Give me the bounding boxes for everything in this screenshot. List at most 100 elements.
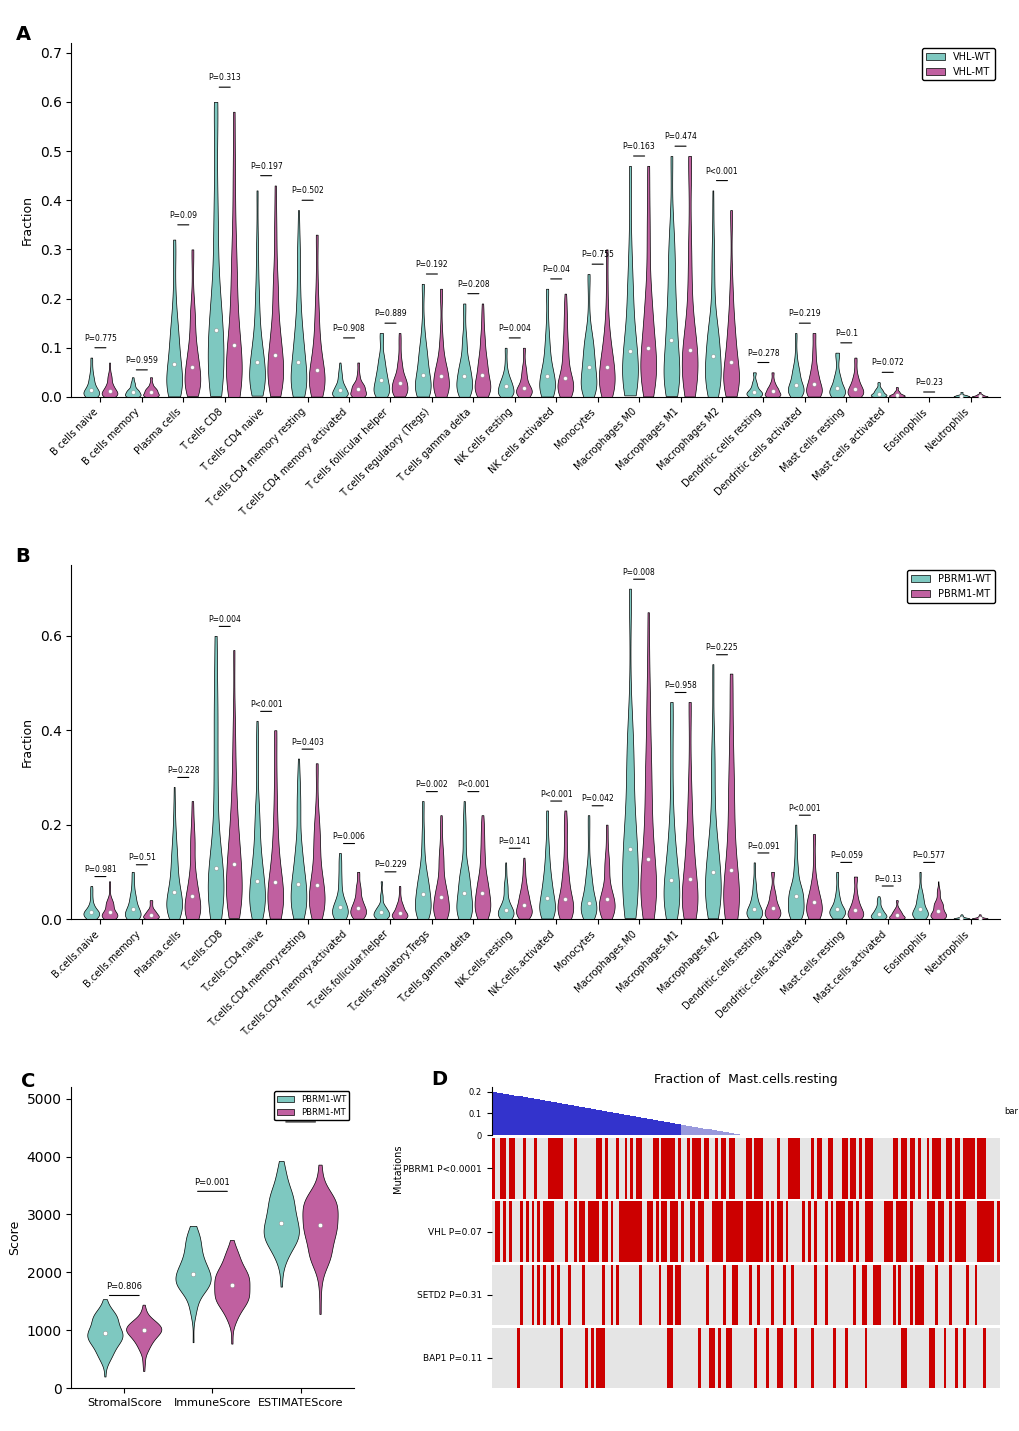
Bar bbox=[584, 1108, 587, 1135]
Bar bbox=[497, 1092, 499, 1135]
Point bbox=[273, 1211, 289, 1234]
Point bbox=[415, 883, 431, 906]
Bar bbox=[678, 1125, 680, 1135]
Bar bbox=[734, 1133, 737, 1135]
Bar bbox=[528, 1098, 531, 1135]
Text: bar: bar bbox=[1003, 1106, 1017, 1116]
Point bbox=[805, 890, 821, 913]
Bar bbox=[649, 1119, 652, 1135]
Bar bbox=[627, 1115, 630, 1135]
Point bbox=[953, 385, 969, 408]
Point bbox=[763, 379, 780, 402]
Bar bbox=[675, 1123, 678, 1135]
Point bbox=[888, 384, 904, 406]
Text: P=0.004: P=0.004 bbox=[498, 323, 531, 333]
Bar bbox=[726, 1132, 728, 1135]
Point bbox=[84, 900, 100, 923]
Bar bbox=[508, 1095, 511, 1135]
Bar bbox=[719, 1132, 722, 1135]
Point bbox=[622, 339, 638, 362]
Text: P=0.1: P=0.1 bbox=[834, 329, 857, 338]
Point bbox=[101, 900, 117, 923]
Text: P=0.502: P=0.502 bbox=[291, 186, 324, 196]
Point bbox=[84, 378, 100, 401]
Bar bbox=[655, 1120, 657, 1135]
Bar bbox=[499, 1093, 502, 1135]
Text: P<0.001: P<0.001 bbox=[539, 790, 572, 798]
Point bbox=[971, 907, 987, 930]
Point bbox=[598, 887, 614, 910]
Point bbox=[497, 375, 514, 398]
Point bbox=[911, 899, 927, 922]
Bar bbox=[708, 1129, 711, 1135]
Text: P=0.313: P=0.313 bbox=[208, 73, 240, 82]
Bar bbox=[728, 1133, 731, 1135]
Point bbox=[350, 896, 366, 919]
Bar bbox=[680, 1125, 683, 1135]
Text: P=0.229: P=0.229 bbox=[374, 860, 407, 870]
Bar bbox=[595, 1110, 598, 1135]
Text: P=0.04: P=0.04 bbox=[542, 265, 570, 273]
Bar bbox=[643, 1118, 646, 1135]
Point bbox=[290, 873, 307, 896]
Bar bbox=[494, 1092, 497, 1135]
Point bbox=[722, 859, 739, 881]
Point bbox=[538, 365, 554, 388]
Bar bbox=[573, 1106, 576, 1135]
Bar bbox=[511, 1095, 514, 1135]
Point bbox=[455, 881, 472, 904]
Point bbox=[432, 886, 448, 909]
Point bbox=[225, 333, 242, 356]
Text: P=0.004: P=0.004 bbox=[208, 615, 240, 624]
Point bbox=[143, 903, 159, 926]
Text: P=0.228: P=0.228 bbox=[167, 766, 200, 776]
Bar bbox=[722, 1132, 726, 1135]
Bar bbox=[705, 1129, 708, 1135]
Text: P<0.001: P<0.001 bbox=[788, 804, 820, 813]
Point bbox=[474, 881, 490, 904]
Point bbox=[166, 352, 182, 375]
Point bbox=[704, 860, 720, 883]
Point bbox=[267, 343, 283, 366]
Text: P=0.577: P=0.577 bbox=[912, 851, 945, 860]
Point bbox=[622, 837, 638, 860]
Text: P=0.192: P=0.192 bbox=[415, 260, 447, 269]
Bar bbox=[505, 1095, 508, 1135]
Bar bbox=[491, 1092, 494, 1135]
Bar bbox=[604, 1112, 607, 1135]
Bar bbox=[590, 1109, 593, 1135]
Bar bbox=[666, 1122, 668, 1135]
Text: P=0.059: P=0.059 bbox=[829, 851, 862, 860]
Point bbox=[455, 365, 472, 388]
Point bbox=[556, 366, 573, 389]
Text: P=0.403: P=0.403 bbox=[290, 738, 324, 747]
Text: P=0.042: P=0.042 bbox=[581, 794, 613, 803]
Bar bbox=[668, 1122, 672, 1135]
Bar bbox=[502, 1093, 505, 1135]
Legend: PBRM1-WT, PBRM1-MT: PBRM1-WT, PBRM1-MT bbox=[906, 570, 994, 602]
Text: P=0.755: P=0.755 bbox=[581, 250, 613, 259]
Point bbox=[704, 345, 720, 368]
Text: P<0.001: P<0.001 bbox=[705, 166, 738, 176]
Text: C: C bbox=[20, 1072, 35, 1092]
Bar bbox=[579, 1106, 582, 1135]
Text: P=0.908: P=0.908 bbox=[332, 323, 365, 333]
Point bbox=[124, 381, 141, 404]
Text: P=0.23: P=0.23 bbox=[914, 378, 943, 386]
Point bbox=[538, 886, 554, 909]
Bar bbox=[514, 1096, 517, 1135]
Text: P=0.225: P=0.225 bbox=[705, 644, 738, 653]
Bar bbox=[697, 1128, 700, 1135]
Bar bbox=[632, 1116, 635, 1135]
Bar bbox=[553, 1102, 556, 1135]
Point bbox=[249, 870, 265, 893]
Text: P=0.141: P=0.141 bbox=[498, 837, 531, 846]
Text: P=0.006: P=0.006 bbox=[332, 833, 365, 841]
Bar bbox=[646, 1119, 649, 1135]
Point bbox=[953, 907, 969, 930]
Bar bbox=[593, 1109, 595, 1135]
Y-axis label: Fraction: Fraction bbox=[21, 717, 34, 767]
Text: P=0.091: P=0.091 bbox=[746, 841, 779, 850]
Bar bbox=[621, 1115, 624, 1135]
Bar bbox=[547, 1102, 550, 1135]
